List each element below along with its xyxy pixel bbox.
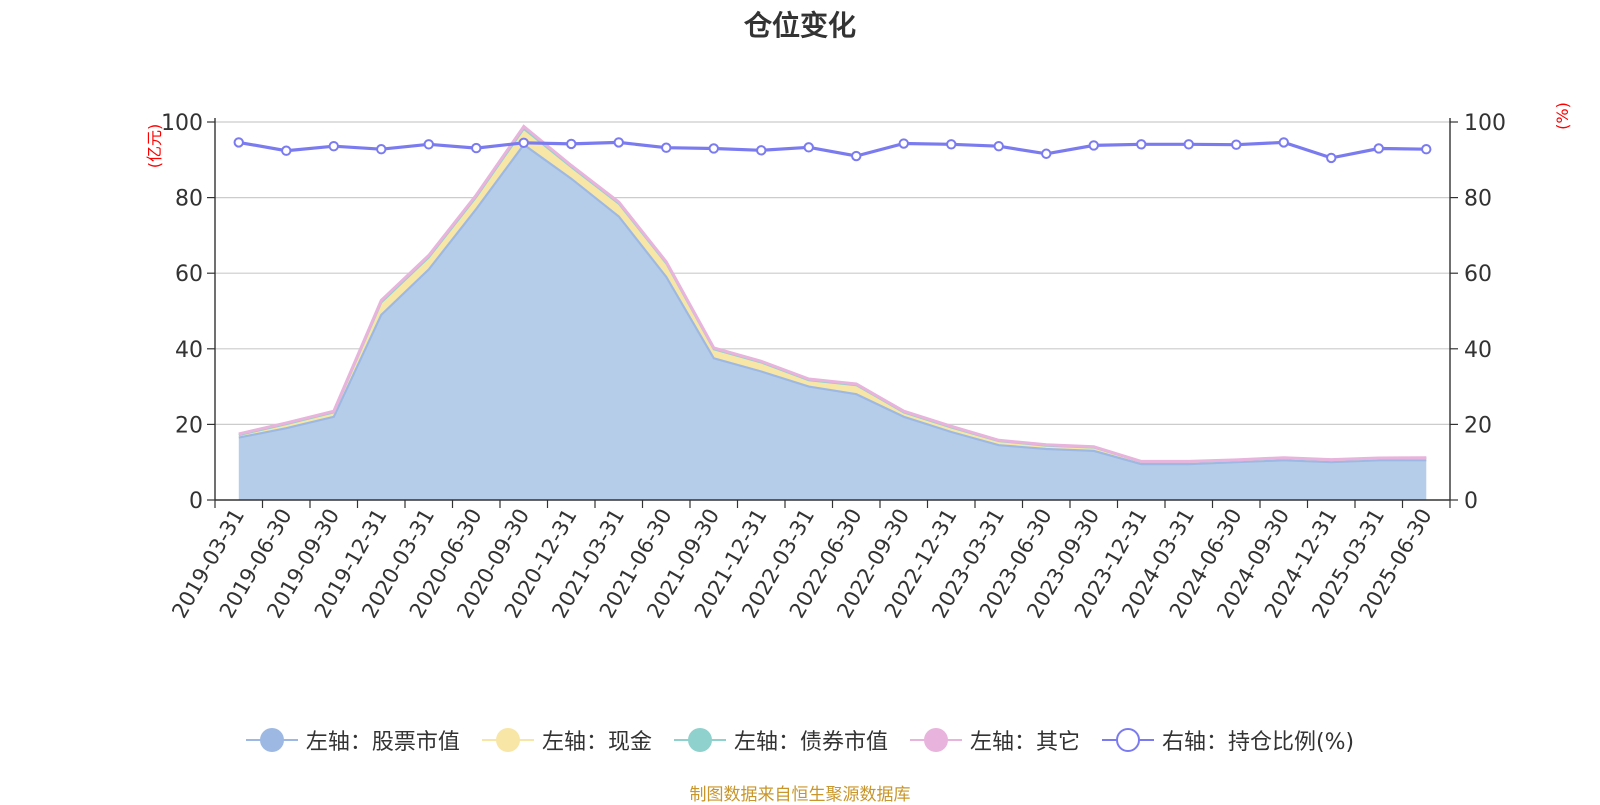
- ratio-point[interactable]: [1183, 139, 1194, 150]
- area-edge-other: [238, 124, 1427, 463]
- ratio-point[interactable]: [993, 140, 1004, 152]
- ratio-point[interactable]: [1373, 143, 1384, 154]
- legend-label-cash: 左轴：现金: [541, 730, 652, 755]
- left-axis-unit: (亿元): [145, 124, 164, 169]
- ratio-point[interactable]: [708, 143, 719, 154]
- ratio-point[interactable]: [803, 142, 814, 153]
- ratio-line: [238, 140, 1427, 160]
- ratio-point[interactable]: [1278, 137, 1289, 148]
- legend-label-other: 左轴：其它: [969, 730, 1080, 755]
- ratio-point[interactable]: [756, 145, 767, 156]
- ratio-point[interactable]: [613, 137, 624, 148]
- legend-item-bond[interactable]: 左轴：债券市值: [673, 724, 888, 756]
- left-tick-label: 60: [175, 262, 203, 287]
- right-tick-label: 100: [1464, 111, 1506, 136]
- legend-marker-cash: [481, 725, 534, 755]
- ratio-point[interactable]: [328, 140, 339, 152]
- left-tick-label: 0: [189, 489, 203, 514]
- ratio-point[interactable]: [566, 138, 577, 150]
- legend-label-bond: 左轴：债券市值: [733, 730, 888, 755]
- legend-item-other[interactable]: 左轴：其它: [909, 724, 1080, 756]
- holding-ratio-series: [233, 137, 1432, 164]
- right-tick-label: 0: [1464, 489, 1478, 514]
- ratio-point[interactable]: [281, 145, 292, 156]
- ratio-point[interactable]: [946, 139, 957, 150]
- ratio-point[interactable]: [1041, 148, 1052, 159]
- ratio-point[interactable]: [1088, 140, 1099, 151]
- chart-title: 仓位变化: [743, 9, 856, 42]
- ratio-point[interactable]: [423, 139, 434, 150]
- legend-item-cash[interactable]: 左轴：现金: [481, 724, 652, 756]
- chart-legend: 左轴：股票市值 左轴：现金 左轴：债券市值 左轴：其它 右轴：持仓比例(%): [0, 722, 1600, 758]
- ratio-point[interactable]: [233, 137, 244, 148]
- legend-item-stock[interactable]: 左轴：股票市值: [245, 724, 460, 756]
- left-tick-label: 80: [175, 187, 203, 212]
- ratio-point[interactable]: [471, 142, 482, 154]
- ratio-point[interactable]: [518, 137, 529, 148]
- ratio-point[interactable]: [376, 144, 387, 155]
- legend-item-ratio[interactable]: 右轴：持仓比例(%): [1101, 724, 1355, 756]
- right-axis-unit: (%): [1553, 102, 1572, 130]
- legend-marker-other: [909, 725, 962, 755]
- legend-marker-ratio: [1101, 725, 1154, 755]
- ratio-point[interactable]: [1421, 144, 1432, 155]
- ratio-point[interactable]: [1326, 152, 1337, 164]
- ratio-point[interactable]: [898, 138, 909, 149]
- left-tick-label: 20: [175, 413, 203, 438]
- right-tick-label: 80: [1464, 187, 1492, 212]
- ratio-point[interactable]: [1136, 139, 1147, 150]
- stacked-area-series: [238, 124, 1427, 500]
- ratio-point[interactable]: [851, 150, 862, 162]
- area-edge-stock: [238, 143, 1427, 466]
- legend-label-ratio: 右轴：持仓比例(%): [1161, 730, 1355, 755]
- legend-marker-stock: [245, 725, 298, 755]
- left-tick-label: 40: [175, 338, 203, 363]
- legend-label-stock: 左轴：股票市值: [305, 730, 460, 755]
- ratio-point[interactable]: [661, 142, 672, 153]
- area-stock: [238, 144, 1427, 500]
- right-tick-label: 60: [1464, 262, 1492, 287]
- ratio-point[interactable]: [1231, 139, 1242, 150]
- legend-marker-bond: [673, 725, 726, 755]
- right-tick-label: 20: [1464, 413, 1492, 438]
- right-tick-label: 40: [1464, 338, 1492, 363]
- data-source-note: 制图数据来自恒生聚源数据库: [689, 785, 911, 805]
- left-tick-label: 100: [161, 111, 203, 136]
